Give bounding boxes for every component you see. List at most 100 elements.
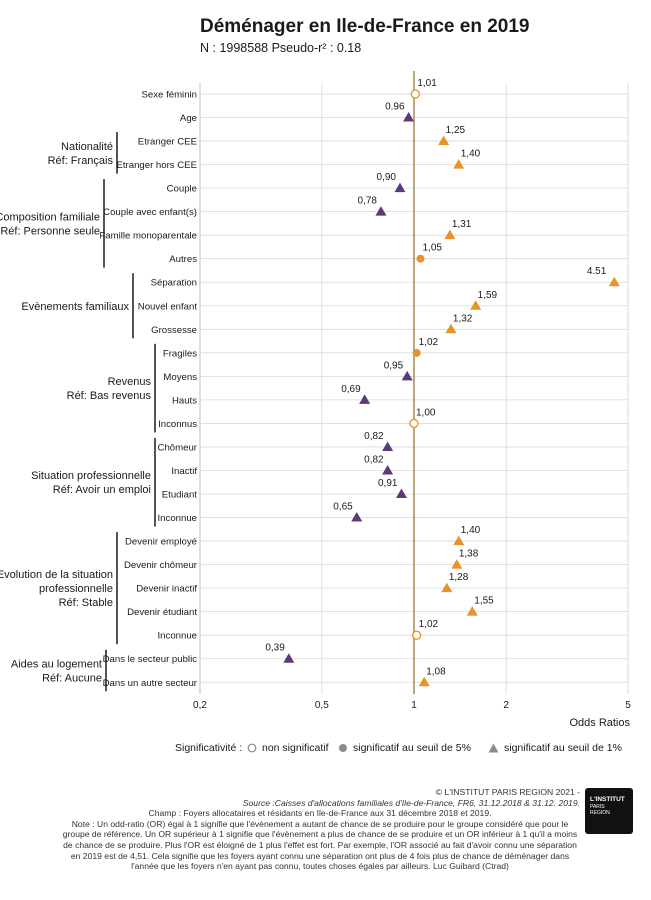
group-label: Evènements familiaux (21, 301, 129, 313)
filled-circle-icon (339, 744, 347, 753)
data-label: 1,08 (426, 666, 446, 677)
row-label: Famille monoparentale (99, 231, 197, 242)
group-label: Réf: Aucune (42, 672, 102, 684)
marker-significant-1 (453, 159, 465, 169)
data-label: 1,38 (459, 549, 479, 560)
x-tick-label: 0,2 (193, 700, 207, 711)
group-label: Réf: Stable (59, 597, 113, 609)
methodology-note: Note : Un odd-ratio (OR) égal à 1 signif… (62, 818, 578, 872)
data-label: 1,00 (416, 407, 436, 418)
group-label: Réf: Bas revenus (67, 390, 152, 402)
marker-significant-1 (445, 323, 457, 334)
row-label: Devenir étudiant (127, 607, 197, 618)
legend-item-non-significant: non significatif (247, 742, 329, 754)
group-label: Evolution de la situation (0, 569, 113, 581)
marker-significant-1 (351, 512, 363, 522)
marker-significant-1 (382, 441, 394, 451)
row-label: Couple (167, 184, 197, 195)
triangle-icon (488, 743, 499, 753)
data-label: 1,01 (417, 78, 437, 89)
chart-subtitle: N : 1998588 Pseudo-r² : 0.18 (200, 41, 362, 55)
marker-significant-1 (470, 300, 482, 310)
data-label: 1,55 (474, 596, 494, 607)
marker-significant-5 (412, 348, 421, 357)
marker-significant-1 (395, 488, 407, 499)
x-tick-label: 2 (503, 700, 509, 711)
data-label: 1,05 (422, 243, 442, 254)
row-label: Séparation (151, 278, 197, 289)
data-label: 1,40 (461, 525, 481, 536)
legend-label: significatif au seuil de 1% (504, 742, 622, 754)
marker-non-significant (411, 630, 422, 640)
data-label: 0,65 (333, 502, 353, 513)
data-label: 0,95 (384, 360, 404, 371)
row-label: Etudiant (162, 490, 198, 501)
scope-note: Champ : Foyers allocataires et résidants… (148, 808, 492, 819)
row-label: Devenir chômeur (124, 560, 198, 571)
group-label: Revenus (108, 376, 152, 388)
data-label: 1,02 (419, 619, 439, 630)
chart-title: Déménager en Ile-de-France en 2019 (200, 16, 530, 37)
row-label: Devenir inactif (136, 584, 197, 595)
marker-significant-1 (466, 606, 478, 616)
data-label: 0,90 (377, 172, 397, 183)
marker-significant-1 (401, 370, 413, 381)
row-label: Moyens (163, 372, 197, 383)
source-note: Source :Caisses d'allocations familiales… (242, 797, 580, 808)
data-label: 0,78 (357, 196, 377, 207)
odds-ratio-chart: 0,2 0,5 1 2 5 Odds Ratios Sexe féminin Age Etran… (0, 71, 631, 729)
copyright: © L'INSTITUT PARIS REGION 2021 - (435, 787, 580, 797)
marker-significant-5 (416, 254, 425, 263)
row-label: Dans le secteur public (103, 654, 198, 665)
row-label: Hauts (172, 395, 197, 406)
x-tick-label: 5 (625, 700, 631, 711)
row-label: Chômeur (158, 442, 198, 453)
row-label: Devenir employé (125, 537, 197, 548)
marker-significant-1 (418, 676, 430, 687)
marker-non-significant (409, 418, 419, 429)
row-label: Dans un autre secteur (103, 678, 198, 689)
group-label: professionnelle (39, 583, 113, 595)
group-label: Situation professionnelle (31, 470, 151, 482)
data-label: 1,02 (419, 337, 439, 348)
logo-line: REGION (590, 809, 610, 816)
data-label: 0,82 (364, 454, 384, 465)
row-label: Couple avec enfant(s) (103, 207, 197, 218)
marker-significant-1 (453, 535, 465, 546)
marker-significant-1 (441, 582, 453, 593)
legend-item-significant-1: significatif au seuil de 1% (488, 742, 622, 754)
row-label: Etranger CEE (138, 137, 197, 148)
group-label: Réf: Français (48, 155, 114, 167)
group-label: Réf: Avoir un emploi (53, 484, 151, 496)
x-axis-label: Odds Ratios (569, 717, 630, 729)
group-label: Aides au logement (11, 658, 102, 670)
institute-logo: L'INSTITUT PARIS REGION (585, 788, 633, 834)
group-label: Nationalité (61, 141, 113, 153)
data-label: 4.51 (587, 266, 607, 277)
marker-significant-1 (283, 653, 295, 663)
marker-significant-1 (382, 464, 394, 475)
x-tick-label: 1 (411, 700, 417, 711)
legend-title: Significativité : (175, 742, 243, 754)
row-label: Nouvel enfant (138, 301, 198, 312)
group-label: Composition familiale (0, 211, 100, 223)
legend-item-significant-5: significatif au seuil de 5% (338, 742, 471, 754)
row-label: Grossesse (151, 325, 197, 336)
data-label: 1,40 (461, 149, 481, 160)
data-label: 0,82 (364, 431, 384, 442)
row-label: Inconnue (158, 513, 197, 524)
data-label: 0,39 (265, 643, 285, 654)
group-label: Réf: Personne seule (0, 225, 100, 237)
marker-significant-1 (359, 394, 371, 404)
marker-significant-1 (451, 559, 463, 569)
data-label: 1,31 (452, 219, 472, 230)
row-label: Inconnue (158, 631, 197, 642)
marker-non-significant (410, 89, 420, 99)
logo-line: L'INSTITUT (590, 796, 625, 803)
data-label: 1,59 (478, 290, 498, 301)
row-label: Inconnus (158, 419, 197, 430)
row-label: Etranger hors CEE (116, 160, 197, 171)
row-label: Inactif (171, 466, 197, 477)
marker-significant-1 (403, 112, 415, 122)
logo-line: PARIS (590, 803, 605, 810)
